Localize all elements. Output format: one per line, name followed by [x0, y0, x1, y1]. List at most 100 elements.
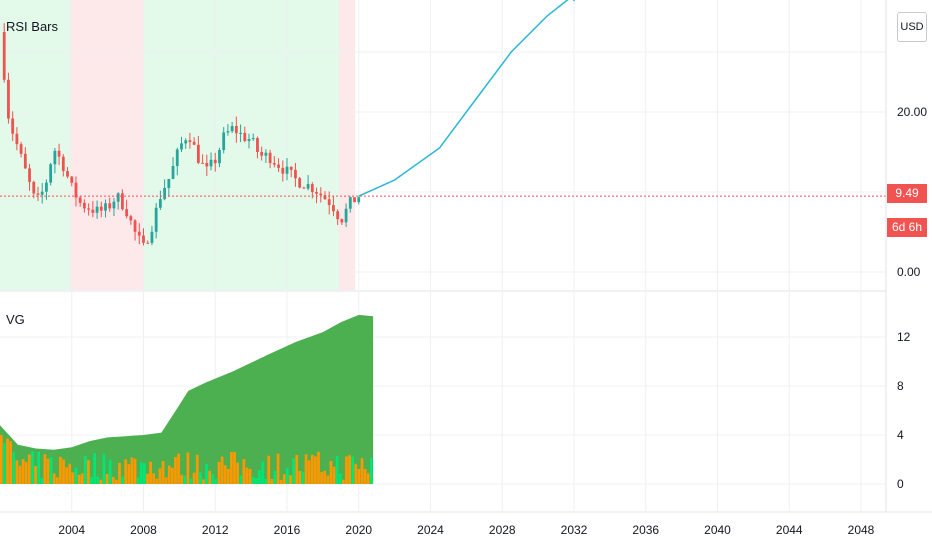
candle-body [49, 164, 53, 183]
vg-bar [164, 477, 168, 484]
vg-bar [93, 453, 96, 484]
vg-bar [90, 476, 93, 484]
candle-body [45, 182, 48, 192]
vg-bar [46, 458, 50, 484]
vg-bar [239, 475, 243, 484]
vg-bar [264, 478, 267, 484]
vg-bar [198, 472, 202, 484]
vg-bar [99, 479, 103, 484]
candle-body [294, 169, 297, 179]
vg-bar [186, 452, 190, 484]
candle-body [154, 207, 158, 232]
candle-body [260, 151, 264, 156]
candle-body [264, 152, 268, 156]
candle-body [357, 197, 361, 203]
indicator-title-vg: VG [6, 312, 25, 327]
candle-body [66, 171, 69, 177]
candle-body [87, 208, 91, 210]
vg-bar [34, 466, 37, 484]
vg-bar [348, 455, 351, 484]
candle-body [340, 219, 344, 223]
candle-body [91, 209, 95, 213]
vg-bar [27, 454, 31, 484]
vg-bar [52, 473, 56, 484]
candle-body [289, 166, 293, 170]
candle-body [310, 184, 314, 192]
candle-body [180, 143, 183, 150]
vg-bar [18, 465, 22, 484]
candle-body [184, 140, 188, 144]
vg-bar [183, 475, 187, 484]
vg-bar [133, 458, 137, 484]
candle-body [348, 197, 352, 209]
vg-bar [31, 451, 34, 484]
vg-bar [80, 473, 84, 484]
vg-bar [242, 458, 246, 484]
candle-body [167, 178, 171, 188]
candle-body [201, 162, 204, 164]
vg-bar [24, 461, 28, 484]
vg-bar [230, 451, 233, 484]
vg-bar [111, 476, 115, 484]
vg-bar [55, 477, 59, 484]
candle-body [226, 131, 230, 133]
candle-body [218, 150, 221, 164]
vg-axis-ticks: 12 8 4 0 [897, 330, 911, 491]
time-tick-label: 2004 [58, 523, 85, 537]
vg-bar [0, 435, 3, 484]
vg-bar [360, 458, 364, 484]
candle-body [315, 191, 318, 194]
candle-body [323, 195, 327, 200]
candle-body [234, 126, 238, 134]
vg-bar [317, 451, 320, 484]
candle-body [230, 126, 234, 132]
candle-body [146, 242, 150, 244]
vg-bar [320, 471, 323, 484]
vg-bar [233, 452, 236, 484]
candle-body [243, 132, 247, 142]
regime-band-green [0, 0, 70, 290]
regime-band-green [143, 0, 340, 290]
vg-bar [180, 474, 184, 484]
candle-body [99, 206, 103, 211]
vg-bar [130, 457, 134, 484]
vg-bar [270, 479, 274, 484]
time-tick-label: 2028 [489, 523, 516, 537]
vg-bar [342, 479, 345, 484]
vg-bar [40, 477, 44, 484]
vg-bar [87, 460, 90, 484]
vg-bar [74, 467, 78, 484]
candle-body [83, 202, 86, 209]
vg-bar [273, 470, 277, 484]
candle-body [213, 159, 217, 164]
vg-bar [366, 473, 370, 484]
vg-bar [115, 479, 118, 484]
candle-body [353, 197, 356, 203]
vg-bar [245, 467, 249, 484]
vg-bar [286, 467, 289, 484]
candle-body [332, 205, 335, 212]
vg-bar [292, 458, 295, 484]
vg-bar [118, 462, 121, 484]
vg-bar [96, 476, 100, 484]
candle-body [150, 231, 154, 243]
vg-bar [217, 461, 221, 484]
time-tick-label: 2012 [202, 523, 229, 537]
indicator-title-rsi-bars: RSI Bars [6, 19, 59, 34]
vg-bar [158, 468, 162, 484]
candle-body [188, 140, 192, 142]
vg-bar [105, 474, 109, 484]
candle-body [158, 199, 162, 208]
candle-body [120, 193, 124, 210]
projection-arrow-head [573, 0, 576, 2]
vg-bar [121, 476, 124, 484]
vg-tick-label: 0 [897, 477, 904, 491]
vg-bar [149, 461, 152, 484]
candle-body [61, 156, 65, 172]
currency-button[interactable]: USD [897, 12, 927, 42]
last-price-tag: 9.49 [887, 184, 927, 203]
candle-body [272, 163, 276, 165]
vg-bar [357, 468, 361, 484]
vg-bar [307, 460, 311, 484]
